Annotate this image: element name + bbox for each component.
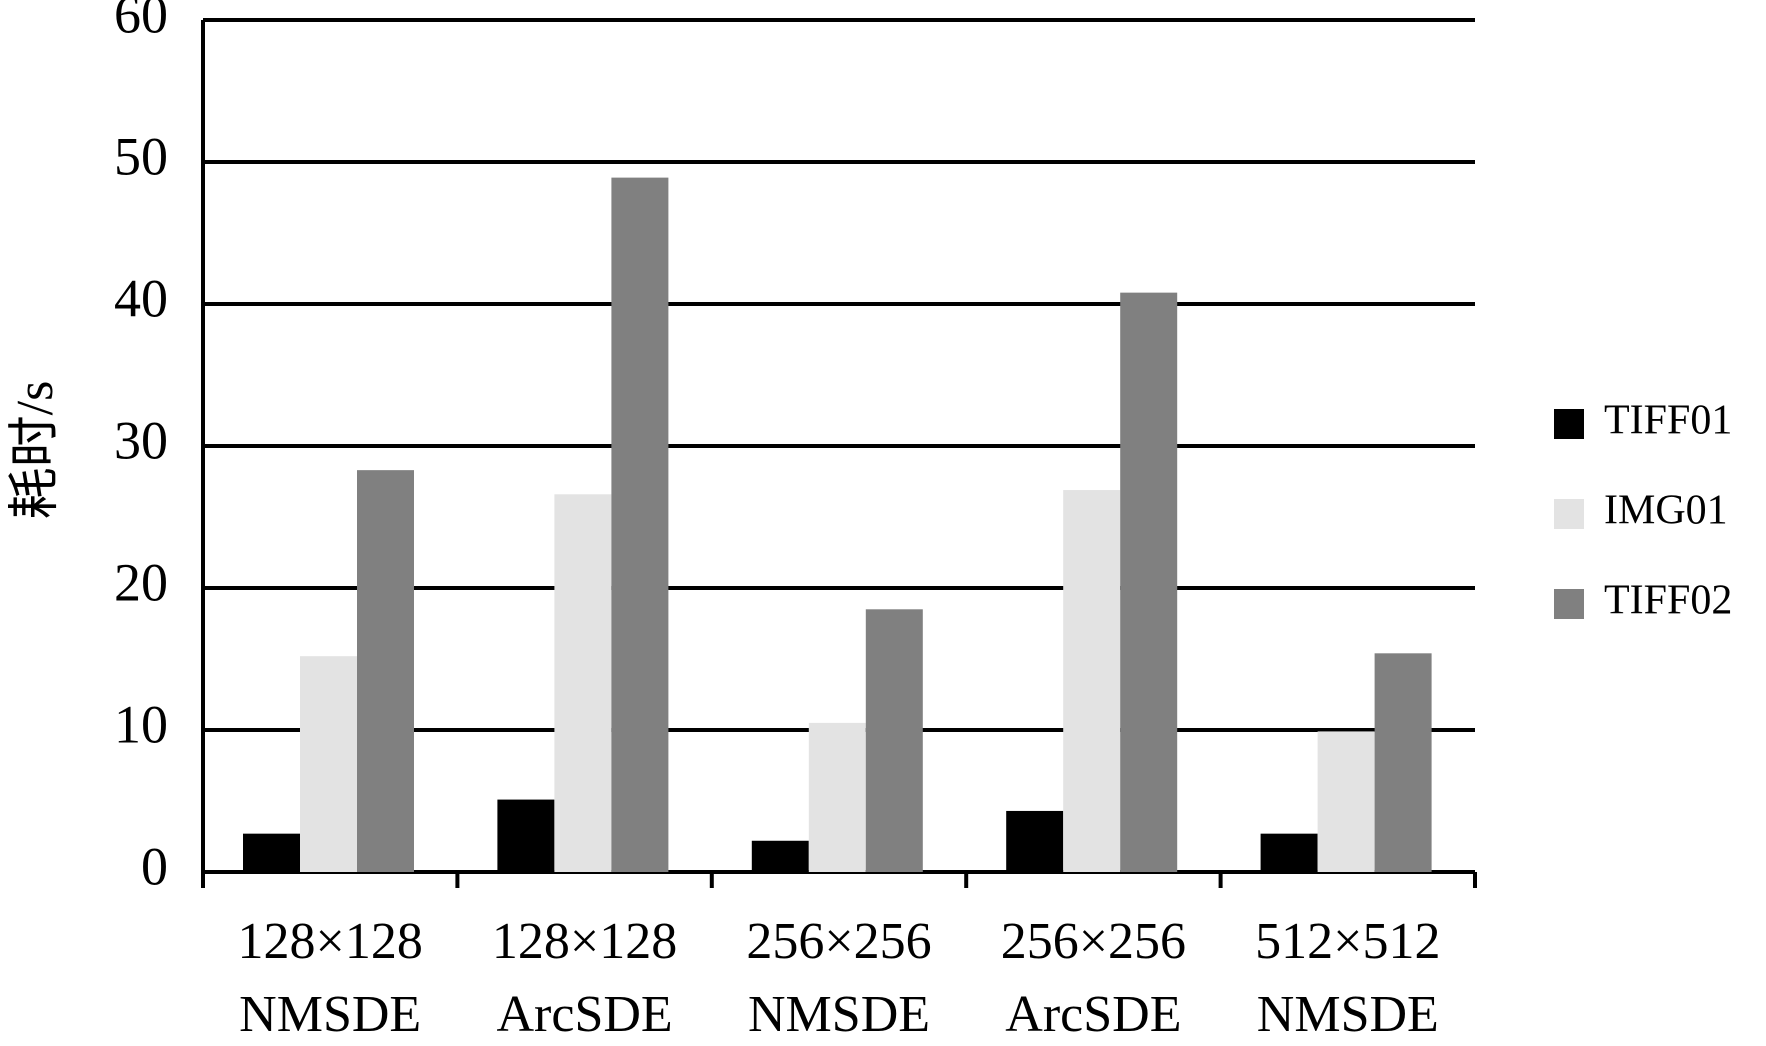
legend-swatch — [1554, 499, 1584, 529]
x-tick-label: 256×256 — [746, 913, 931, 970]
x-tick-label: ArcSDE — [497, 986, 673, 1043]
bar — [497, 799, 555, 872]
y-tick-label: 0 — [141, 836, 168, 896]
legend-label: IMG01 — [1604, 488, 1728, 534]
x-tick-label: NMSDE — [1257, 986, 1439, 1043]
legend-swatch — [1554, 589, 1584, 619]
bar — [300, 656, 357, 872]
y-tick-label: 10 — [114, 694, 168, 754]
bar — [1120, 292, 1178, 872]
bar — [554, 494, 612, 872]
bar — [865, 609, 923, 872]
y-tick-label: 50 — [114, 126, 168, 186]
bar — [808, 722, 866, 872]
y-tick-label: 20 — [114, 552, 168, 612]
legend-swatch — [1554, 409, 1584, 439]
legend-label: TIFF01 — [1604, 398, 1732, 444]
legend-label: TIFF02 — [1604, 578, 1732, 624]
x-tick-label: 256×256 — [1001, 913, 1186, 970]
x-tick-label: ArcSDE — [1005, 986, 1181, 1043]
bar — [1006, 810, 1064, 872]
bar — [357, 470, 414, 872]
y-tick-label: 60 — [114, 0, 168, 44]
y-tick-label: 30 — [114, 410, 168, 470]
y-tick-label: 40 — [114, 268, 168, 328]
bar — [1260, 833, 1318, 872]
bar — [1063, 490, 1121, 872]
x-tick-label: 512×512 — [1255, 913, 1440, 970]
x-tick-label: 128×128 — [492, 913, 677, 970]
bar — [1374, 653, 1432, 872]
x-tick-label: NMSDE — [239, 986, 421, 1043]
bar — [611, 177, 669, 872]
bar — [751, 840, 809, 872]
y-axis-label: 耗时/s — [7, 381, 64, 520]
bar — [1317, 731, 1375, 872]
x-tick-label: 128×128 — [238, 913, 423, 970]
x-tick-label: NMSDE — [748, 986, 930, 1043]
bar — [243, 833, 300, 872]
